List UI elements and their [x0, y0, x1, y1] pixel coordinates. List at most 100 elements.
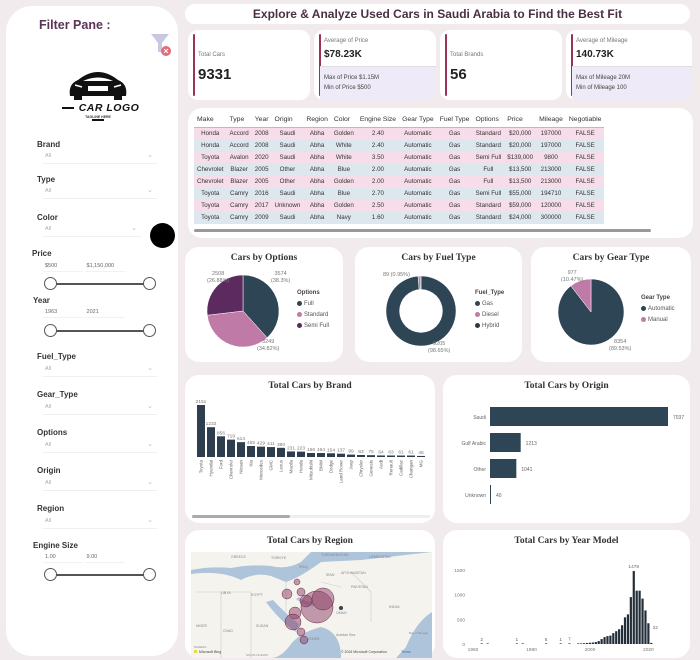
bar-year-2019[interactable] [644, 610, 647, 644]
pie-slice-full[interactable] [242, 275, 279, 339]
bar-year-2017[interactable] [638, 590, 641, 644]
pie-slice-standard[interactable] [207, 310, 268, 347]
pie-slice-manual[interactable] [570, 279, 592, 313]
table-row[interactable]: Chevrolet Blazer 2005 Other Abha Golden 2.00 Au… [194, 175, 605, 188]
bar-year-1977[interactable] [521, 643, 524, 644]
bar-year-2003[interactable] [597, 641, 600, 644]
legend-item[interactable]: Semi Full [297, 323, 329, 329]
column-header[interactable]: Gear Type [399, 114, 437, 128]
column-header[interactable]: Negotiable [565, 114, 605, 128]
column-header[interactable]: Fuel Type [436, 114, 473, 128]
pie-slice-semi-full[interactable] [207, 275, 244, 316]
year-min-handle[interactable] [44, 324, 57, 337]
options-dropdown[interactable]: All ⌄ [43, 440, 157, 453]
legend-item[interactable]: Full [297, 301, 329, 307]
bar-mercedes[interactable] [257, 446, 265, 457]
bar-year-1963[interactable] [480, 643, 483, 644]
bar-mazda[interactable] [287, 451, 295, 457]
year-min-input[interactable]: 1963 [43, 307, 83, 318]
table-row[interactable]: Chevrolet Blazer 2005 Other Abha Blue 2.00 Auto… [194, 163, 605, 176]
type-dropdown[interactable]: All ⌄ [43, 186, 157, 199]
bar-year-1997[interactable] [580, 643, 583, 644]
bar-year-1985[interactable] [544, 643, 548, 644]
bar-other[interactable] [490, 459, 517, 478]
bar-ford[interactable] [217, 436, 225, 457]
bar-year-2015[interactable] [632, 571, 635, 644]
bar-year-1999[interactable] [585, 643, 589, 644]
bar-year-2001[interactable] [591, 642, 594, 644]
price-min-input[interactable]: $500 [43, 261, 83, 272]
column-header[interactable]: Year [251, 114, 272, 128]
table-row[interactable]: Toyota Camry 2016 Saudi Abha Blue 2.70 Automati… [194, 187, 605, 200]
legend-item[interactable]: Gas [475, 301, 504, 307]
bar-saudi[interactable] [490, 407, 668, 426]
bar-year-1993[interactable] [568, 643, 571, 644]
engine-min-handle[interactable] [44, 568, 57, 581]
year-slider[interactable] [44, 324, 156, 338]
column-header[interactable]: Type [226, 114, 252, 128]
bar-year-2000[interactable] [588, 642, 592, 644]
table-horizontal-scrollbar[interactable] [194, 229, 651, 232]
price-max-input[interactable]: $1,150,000 [84, 261, 125, 272]
bar-genesis[interactable] [367, 455, 375, 457]
bar-year-2010[interactable] [618, 629, 621, 644]
bar-year-2012[interactable] [623, 617, 627, 644]
bar-year-2007[interactable] [609, 635, 612, 644]
brand-dropdown[interactable]: All ⌄ [43, 151, 157, 164]
bar-nissan[interactable] [237, 442, 245, 457]
bar-gmc[interactable] [267, 447, 275, 457]
bar-bmw[interactable] [317, 453, 325, 457]
bar-year-2002[interactable] [594, 642, 597, 644]
bar-year-2006[interactable] [606, 636, 609, 644]
color-dropdown[interactable]: All ⌄ [43, 224, 141, 237]
engine-max-handle[interactable] [143, 568, 156, 581]
table-row[interactable]: Toyota Avalon 2020 Saudi Abha White 3.50 Automa… [194, 151, 605, 164]
column-header[interactable]: Color [330, 114, 357, 128]
bar-year-1965[interactable] [486, 643, 489, 644]
bar-mitsubishi[interactable] [307, 452, 315, 457]
table-row[interactable]: Honda Accord 2008 Saudi Abha Golden 2.40 Automa… [194, 127, 605, 140]
origin-dropdown[interactable]: All ⌄ [43, 478, 157, 491]
bar-year-1975[interactable] [515, 643, 518, 644]
bar-chevrolet[interactable] [227, 439, 235, 457]
region-map[interactable]: GREECE TÜRKIYE TURKMENISTAN UZBEKISTAN I… [191, 552, 432, 658]
bar-chrysler[interactable] [357, 454, 365, 457]
bar-land-rover[interactable] [337, 453, 345, 457]
legend-item[interactable]: Automatic [641, 306, 675, 312]
column-header[interactable]: Mileage [536, 114, 566, 128]
legend-item[interactable]: Diesel [475, 312, 504, 318]
table-row[interactable]: Toyota Camry 2017 Unknown Abha Golden 2.50 Auto… [194, 199, 605, 212]
price-slider[interactable] [44, 277, 156, 291]
engine-size-slider[interactable] [44, 568, 156, 582]
column-header[interactable]: Make [194, 114, 227, 128]
bar-year-2004[interactable] [600, 639, 603, 644]
bar-year-2011[interactable] [620, 625, 624, 644]
engine-min-input[interactable]: 1.00 [43, 552, 83, 563]
year-max-handle[interactable] [143, 324, 156, 337]
bar-hyundai[interactable] [207, 427, 215, 457]
bar-jeep[interactable] [347, 454, 355, 457]
engine-max-input[interactable]: 9.00 [84, 552, 125, 563]
gear-type-dropdown[interactable]: All ⌄ [43, 402, 157, 415]
year-max-input[interactable]: 2021 [84, 307, 125, 318]
bar-year-2009[interactable] [615, 631, 618, 644]
column-header[interactable]: Engine Size [356, 114, 400, 128]
bar-kia[interactable] [247, 446, 255, 457]
bar-year-2021[interactable] [650, 642, 653, 644]
price-min-handle[interactable] [44, 277, 57, 290]
bar-dodge[interactable] [327, 453, 335, 457]
bar-year-2005[interactable] [603, 637, 606, 644]
fuel-type-dropdown[interactable]: All ⌄ [43, 364, 157, 377]
bar-year-1998[interactable] [582, 643, 586, 644]
bar-year-2008[interactable] [612, 633, 615, 644]
table-row[interactable]: Honda Accord 2008 Saudi Abha White 2.40 Automat… [194, 139, 605, 152]
price-max-handle[interactable] [143, 277, 156, 290]
bar-year-2018[interactable] [641, 598, 644, 644]
bar-gulf-arabic[interactable] [490, 433, 521, 452]
bar-unknown[interactable] [490, 485, 492, 504]
map-terms-link[interactable]: Terms [401, 650, 411, 654]
bar-honda[interactable] [297, 451, 305, 457]
clear-filters-icon[interactable] [150, 32, 174, 58]
brand-chart-scrollbar-thumb[interactable] [192, 515, 290, 518]
bar-audi[interactable] [377, 455, 385, 457]
